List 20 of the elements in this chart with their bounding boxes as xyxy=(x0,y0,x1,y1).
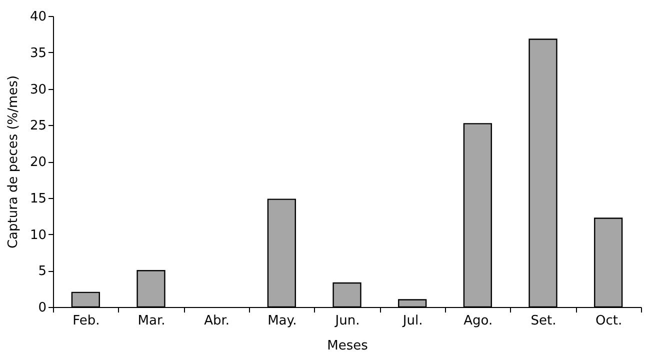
y-tick-label: 25 xyxy=(30,118,46,134)
x-tick-label: Set. xyxy=(530,314,556,328)
y-axis-title: Captura de peces (%/mes) xyxy=(6,75,21,249)
y-tick-label: 5 xyxy=(38,264,46,280)
x-tick-label: Feb. xyxy=(72,314,100,328)
y-tick-label: 35 xyxy=(30,46,46,61)
x-tick-label: Jul. xyxy=(402,314,423,328)
x-tick-label: Jun. xyxy=(334,314,360,328)
x-tick-label: Ago. xyxy=(464,314,493,328)
x-tick-label: May. xyxy=(268,314,297,328)
y-tick-label: 40 xyxy=(30,10,46,24)
y-tick-label: 30 xyxy=(30,82,46,98)
y-tick-label: 0 xyxy=(38,300,46,316)
y-tick-label: 15 xyxy=(30,191,46,206)
x-axis-title: Meses xyxy=(327,338,368,354)
y-tick-label: 10 xyxy=(30,228,46,243)
y-tick-label: 20 xyxy=(30,155,46,170)
x-tick-label: Mar. xyxy=(138,314,166,328)
x-tick-label: Abr. xyxy=(204,314,230,328)
x-tick-label: Oct. xyxy=(596,314,622,328)
